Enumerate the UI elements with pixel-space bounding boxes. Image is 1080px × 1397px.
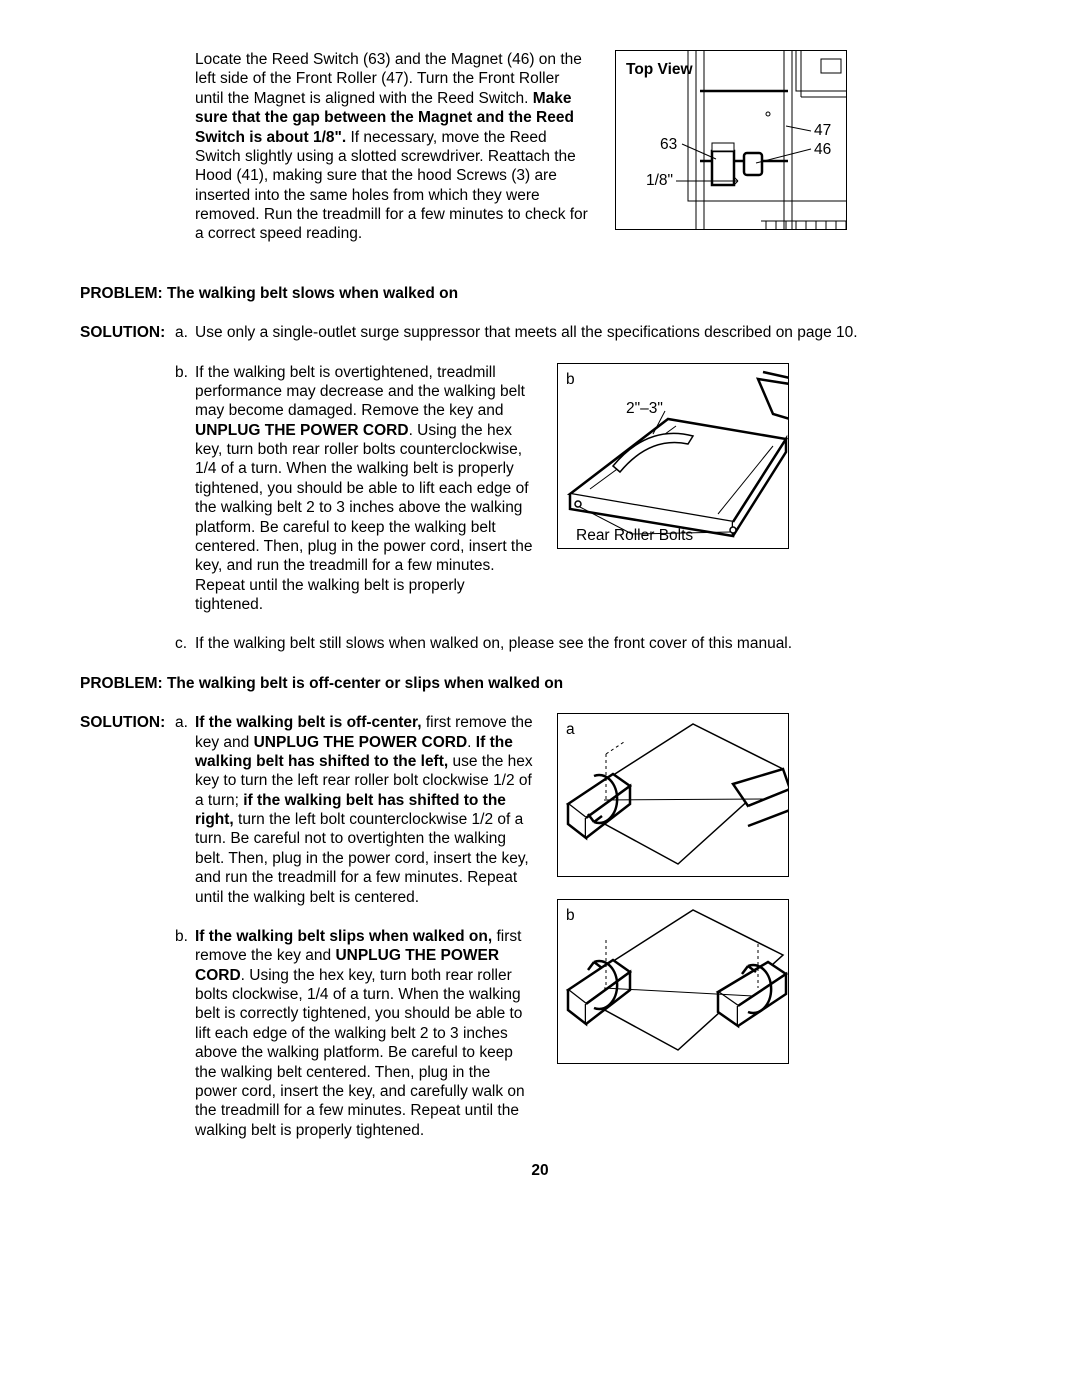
problem1-heading: PROBLEM: The walking belt slows when wal…: [80, 284, 1000, 303]
reed-switch-section: Locate the Reed Switch (63) and the Magn…: [80, 50, 1000, 244]
solution-label: SOLUTION:: [80, 713, 175, 732]
fig-b1-letter: b: [566, 370, 575, 389]
problem1-item-b-row: b. If the walking belt is overtightened,…: [80, 363, 1000, 615]
figure-a-offcenter: a: [557, 713, 789, 877]
item-b-text: If the walking belt is overtightened, tr…: [195, 363, 535, 615]
figure-b-belt-lift: b 2"–3" Rear Roller Bolts: [557, 363, 789, 549]
fig-b1-gap: 2"–3": [626, 399, 663, 418]
offcenter-svg: [558, 714, 789, 877]
fig-b2-letter: b: [566, 906, 575, 925]
belt-lift-svg: [558, 364, 789, 549]
item-letter-c: c.: [175, 634, 195, 653]
figure-b-slip: b: [557, 899, 789, 1064]
item-a2-text: If the walking belt is off-center, first…: [195, 713, 535, 907]
item-b2-text: If the walking belt slips when walked on…: [195, 927, 535, 1140]
spacer: [80, 363, 175, 382]
problem2-heading: PROBLEM: The walking belt is off-center …: [80, 674, 1000, 693]
spacer: [80, 927, 175, 946]
solution-label: SOLUTION:: [80, 323, 175, 342]
label-gap: 1/8": [646, 171, 673, 190]
problem2-figures-col: a: [535, 713, 789, 1160]
problem1-solution-a: SOLUTION: a. Use only a single-outlet su…: [80, 323, 1000, 342]
fig-b1-bolts: Rear Roller Bolts: [576, 526, 693, 545]
label-63: 63: [660, 135, 677, 154]
item-a-text: Use only a single-outlet surge suppresso…: [195, 323, 1000, 342]
item-letter-a2: a.: [175, 713, 195, 732]
manual-page: Locate the Reed Switch (63) and the Magn…: [0, 0, 1080, 1190]
item-letter-b: b.: [175, 363, 195, 382]
page-number: 20: [0, 1161, 1080, 1180]
item-letter-a: a.: [175, 323, 195, 342]
slip-svg: [558, 900, 789, 1064]
spacer: [80, 634, 175, 653]
label-46: 46: [814, 140, 831, 159]
reed-switch-paragraph: Locate the Reed Switch (63) and the Magn…: [195, 50, 590, 244]
figure-top-view: Top View 63 47 46 1/8": [615, 50, 847, 230]
problem2-row: SOLUTION: a. If the walking belt is off-…: [80, 713, 1000, 1160]
problem2-solution-b: b. If the walking belt slips when walked…: [80, 927, 535, 1140]
item-letter-b2: b.: [175, 927, 195, 946]
label-47: 47: [814, 121, 831, 140]
problem2-text-col: SOLUTION: a. If the walking belt is off-…: [80, 713, 535, 1160]
item-c-text: If the walking belt still slows when wal…: [195, 634, 1000, 653]
problem1-solution-c: c. If the walking belt still slows when …: [80, 634, 1000, 653]
problem2-solution-a: SOLUTION: a. If the walking belt is off-…: [80, 713, 535, 907]
top-view-title: Top View: [626, 61, 693, 78]
fig-a-letter: a: [566, 720, 575, 739]
problem1-item-b-col: b. If the walking belt is overtightened,…: [80, 363, 535, 615]
